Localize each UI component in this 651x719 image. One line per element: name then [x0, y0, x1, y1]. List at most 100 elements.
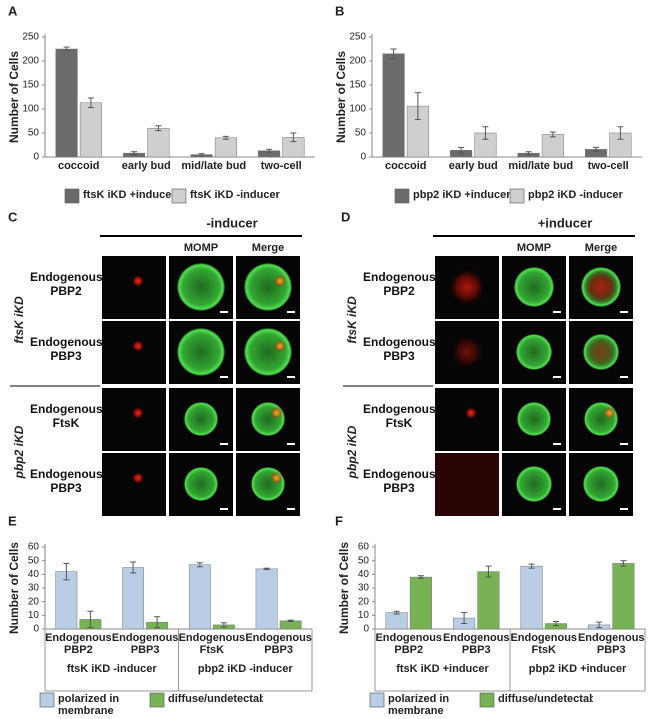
y-tick-label: 100 [22, 104, 39, 115]
image-bg [435, 453, 499, 516]
y-tick-label: 250 [22, 32, 39, 43]
cell-membrane [517, 402, 551, 436]
x-tick-label: Endogenous FtsK [510, 632, 578, 656]
y-tick-label: 0 [363, 624, 369, 635]
x-tick-label-box: Endogenous PBP3 [112, 632, 179, 656]
x-tick-label: Endogenous PBP3 [577, 632, 645, 656]
legend-label: ftsK iKD -inducer [190, 189, 280, 201]
error-bar [87, 610, 94, 629]
cell-membrane [584, 402, 618, 436]
x-tick-label: early bud [121, 160, 171, 172]
error-bar [596, 621, 603, 629]
focus [603, 407, 616, 419]
error-bar [461, 612, 468, 625]
y-tick-label: 0 [33, 152, 39, 163]
focus [270, 472, 283, 484]
bar [255, 568, 278, 630]
bar [612, 563, 635, 630]
bar [79, 102, 102, 158]
bar [541, 134, 564, 158]
cell-membrane [184, 402, 218, 436]
group-label: pbp2 iKD [345, 425, 359, 479]
legend-label: polarized in membrane [58, 693, 120, 717]
micrograph [502, 388, 566, 451]
error-bar [131, 151, 138, 156]
y-tick-label: 30 [358, 583, 370, 594]
cell-membrane [516, 334, 552, 370]
group-label: ftsK iKD [345, 296, 359, 344]
x-tick-label: two-cell [587, 160, 629, 172]
row-label: Endogenous PBP3 [363, 467, 435, 495]
legend-label-box: pbp2 iKD +inducer [413, 189, 511, 201]
row-label: Endogenous PBP3 [363, 335, 435, 363]
cell-membrane [516, 466, 552, 502]
x-tick-label: Endogenous PBP3 [442, 632, 510, 656]
row-label: Endogenous PBP3 [30, 467, 102, 495]
legend-swatch [64, 188, 80, 204]
error-bar [220, 622, 227, 628]
diffuse-signal [450, 335, 484, 369]
row-label: Endogenous FtsK [30, 402, 102, 430]
error-bar [290, 132, 297, 143]
y-tick-label: 60 [358, 542, 370, 553]
micrograph [435, 321, 499, 384]
y-tick-label: 20 [358, 596, 370, 607]
y-tick-label: 50 [358, 555, 370, 566]
group-label: pbp2 iKD -inducer [197, 663, 293, 675]
micrograph [102, 388, 166, 451]
diffuse-signal [449, 269, 485, 305]
micrograph [236, 453, 300, 516]
focus [132, 472, 144, 484]
legend-swatch [369, 692, 385, 708]
row-label-box: Endogenous FtsK [363, 402, 435, 430]
x-tick-label-box: early bud [121, 160, 171, 172]
row-label-box: Endogenous PBP2 [363, 270, 435, 298]
column-label: MOMP [517, 242, 551, 254]
x-tick-label: Endogenous PBP2 [375, 632, 443, 656]
micrograph [435, 256, 499, 319]
error-bar [263, 567, 270, 571]
legend-label-box: ftsK iKD -inducer [190, 189, 280, 201]
focus [132, 275, 144, 287]
y-tick-label: 0 [360, 152, 366, 163]
error-bar [552, 620, 559, 627]
bar [477, 571, 500, 630]
cell-membrane [514, 267, 554, 307]
x-tick-label-box: early bud [449, 160, 498, 172]
row-label: Endogenous FtsK [363, 402, 435, 430]
error-bar [414, 92, 421, 121]
panel-letter: B [335, 3, 344, 18]
x-tick-label: mid/late bud [508, 160, 574, 172]
condition-header: -inducer [206, 215, 257, 230]
x-tick-label-box: Endogenous PBP3 [245, 632, 312, 656]
row-label-box: Endogenous FtsK [30, 402, 102, 430]
x-tick-label: Endogenous PBP2 [45, 632, 112, 656]
cell-membrane [184, 467, 218, 501]
legend-label-box: polarized in membrane [388, 693, 449, 717]
micrograph [169, 321, 233, 384]
y-axis-title: Number of Cells [334, 51, 348, 143]
cell-membrane [251, 402, 285, 436]
micrograph [169, 453, 233, 516]
y-tick-label: 60 [28, 542, 40, 553]
error-bar [87, 97, 94, 109]
image-bg [102, 453, 166, 516]
image-bg [435, 388, 499, 451]
focus [274, 275, 286, 287]
cell-membrane [583, 466, 619, 502]
micrograph [502, 453, 566, 516]
error-bar [528, 563, 535, 569]
x-tick-label: coccoid [57, 160, 100, 172]
legend-label: diffuse/undetectable [168, 693, 263, 705]
group-label: ftsK iKD +inducer [396, 663, 489, 675]
bar [188, 564, 211, 630]
micrograph [435, 453, 499, 516]
legend-swatch [509, 188, 525, 204]
legend-swatch [171, 188, 187, 204]
group-label: ftsK iKD -inducer [66, 663, 157, 675]
panel-letter: E [8, 513, 17, 528]
micrograph [569, 256, 633, 319]
error-bar [417, 575, 424, 579]
error-bar [525, 151, 532, 156]
